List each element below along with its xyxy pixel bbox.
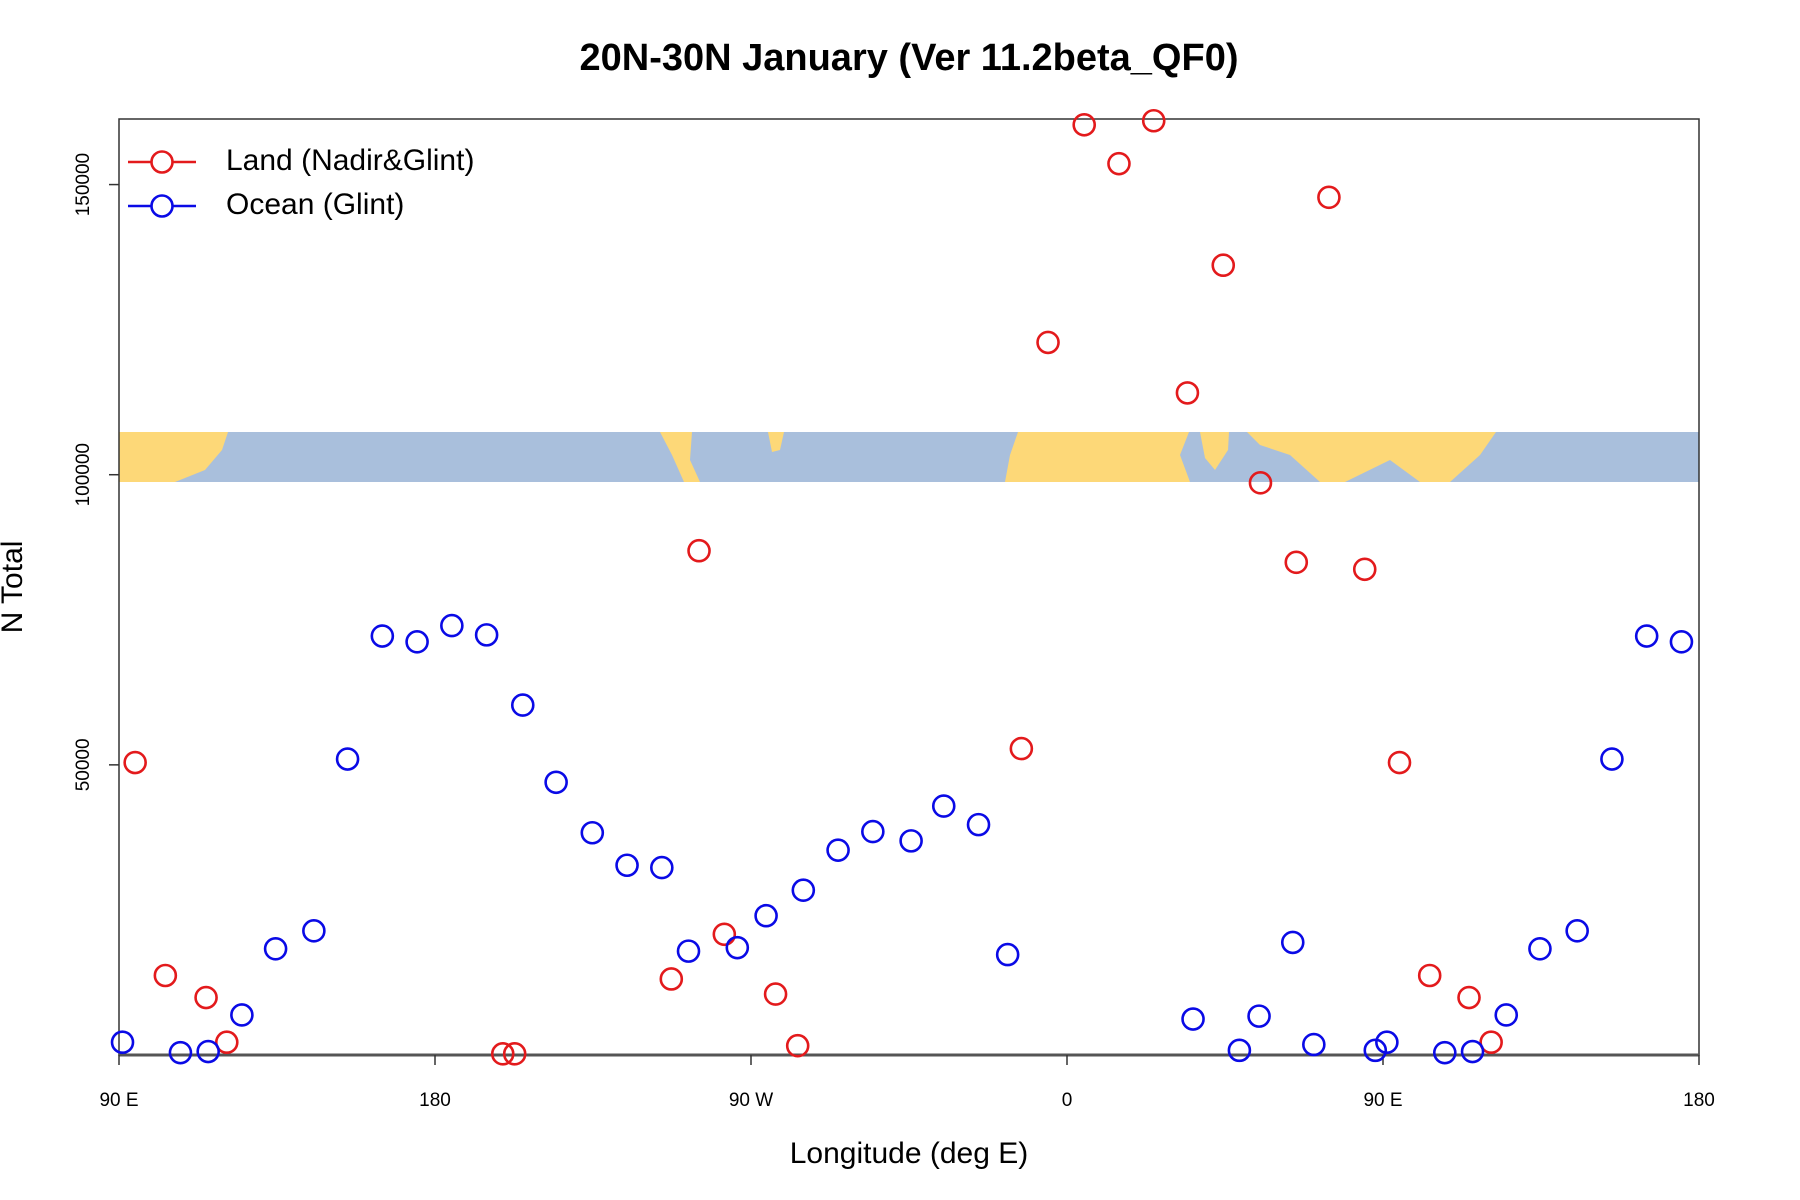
point: [1317, 185, 1341, 210]
legend-marker: [150, 150, 174, 174]
point: [1352, 557, 1377, 582]
chart-title: 20N-30N January (Ver 11.2beta_QF0): [579, 37, 1238, 79]
point: [153, 963, 178, 988]
point: [510, 693, 535, 717]
point: [763, 982, 788, 1006]
point: [1528, 937, 1552, 961]
point: [931, 794, 956, 818]
point: [687, 538, 711, 563]
point: [676, 939, 701, 963]
point: [899, 829, 923, 853]
x-tick-label: 180: [1683, 1090, 1715, 1111]
point: [826, 838, 850, 862]
point: [370, 624, 395, 648]
point: [1387, 750, 1412, 775]
point: [1248, 471, 1273, 495]
point: [966, 812, 991, 837]
point: [196, 1039, 220, 1064]
x-tick-label: 0: [1062, 1090, 1073, 1111]
x-axis-label: Longitude (deg E): [790, 1137, 1029, 1170]
point: [1494, 1003, 1519, 1027]
point: [615, 853, 639, 878]
point: [1107, 151, 1131, 176]
point: [263, 937, 288, 961]
point: [1363, 1038, 1388, 1063]
point: [1375, 1030, 1399, 1055]
point: [1565, 919, 1589, 943]
map-strip: [119, 432, 1699, 482]
point: [1141, 108, 1166, 133]
point: [1457, 985, 1481, 1010]
x-tick-label: 90 E: [1363, 1090, 1402, 1111]
legend-label: Land (Nadir&Glint): [226, 144, 474, 177]
plot-frame: [118, 118, 1700, 1056]
point: [1284, 550, 1309, 575]
y-tick-label: 100000: [73, 443, 94, 506]
point: [580, 820, 605, 845]
legend-marker: [150, 194, 174, 218]
point: [725, 935, 750, 960]
point: [1227, 1038, 1252, 1063]
point: [1175, 381, 1200, 405]
point: [1302, 1032, 1326, 1057]
point: [1280, 930, 1305, 955]
point: [194, 985, 218, 1010]
point: [1669, 630, 1694, 654]
point: [110, 1030, 135, 1055]
point: [230, 1003, 254, 1027]
legend-label: Ocean (Glint): [226, 188, 404, 221]
point: [791, 878, 816, 902]
point: [440, 613, 464, 638]
point: [490, 1042, 515, 1066]
point: [1634, 624, 1659, 648]
point: [1417, 963, 1442, 988]
point: [861, 819, 885, 844]
point: [712, 922, 737, 947]
point: [1460, 1039, 1485, 1064]
x-tick-label: 90 W: [729, 1090, 773, 1111]
x-tick-label: 90 E: [99, 1090, 138, 1111]
point: [995, 942, 1020, 967]
point: [168, 1040, 193, 1065]
point: [123, 750, 147, 775]
x-tick-label: 180: [419, 1090, 451, 1111]
point: [335, 747, 360, 771]
point: [1036, 330, 1060, 355]
point: [1247, 1004, 1271, 1028]
y-axis-label: N Total: [0, 541, 29, 634]
point: [544, 770, 568, 795]
y-tick-label: 150000: [73, 153, 94, 216]
point: [1479, 1030, 1503, 1055]
point: [1432, 1040, 1457, 1065]
point: [1211, 253, 1236, 278]
point: [1181, 1007, 1205, 1031]
point: [1072, 113, 1097, 137]
point: [785, 1033, 810, 1058]
point: [302, 919, 326, 943]
point: [1600, 747, 1624, 771]
point: [659, 967, 684, 991]
point: [214, 1030, 239, 1055]
point: [502, 1042, 527, 1066]
point: [474, 623, 499, 647]
point: [754, 903, 778, 928]
point: [650, 855, 674, 880]
point: [1009, 736, 1034, 761]
y-tick-label: 50000: [73, 738, 94, 791]
point: [405, 630, 429, 654]
